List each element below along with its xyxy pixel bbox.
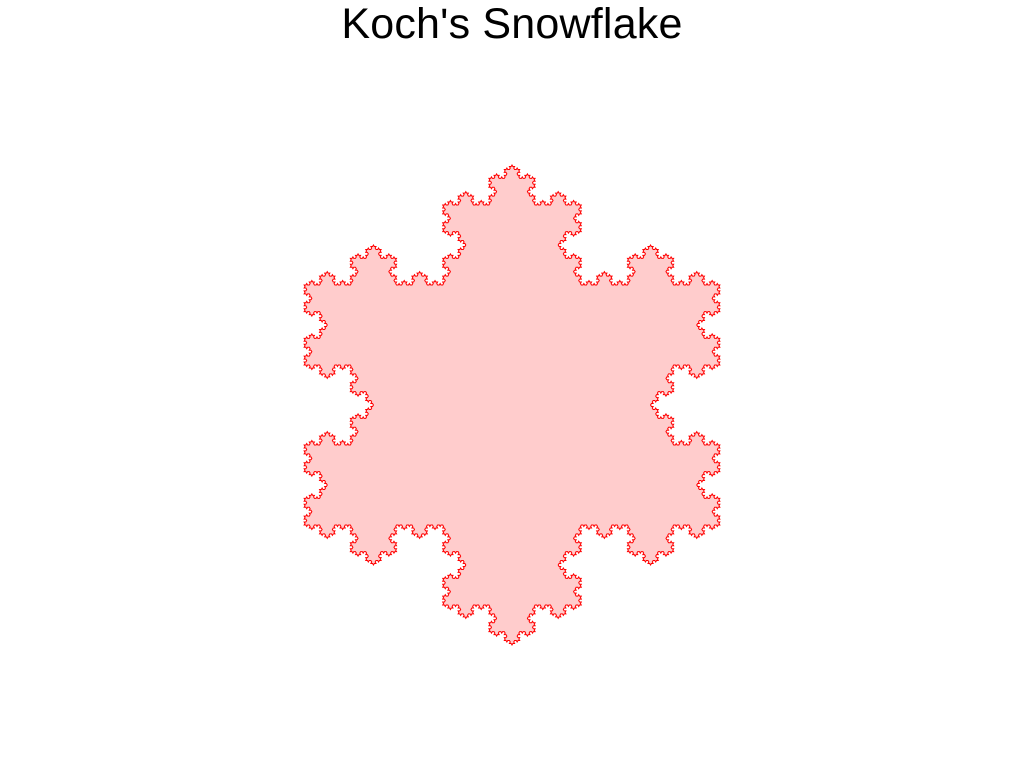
figure-title: Koch's Snowflake [341, 0, 683, 48]
koch-snowflake-shape [303, 164, 721, 646]
